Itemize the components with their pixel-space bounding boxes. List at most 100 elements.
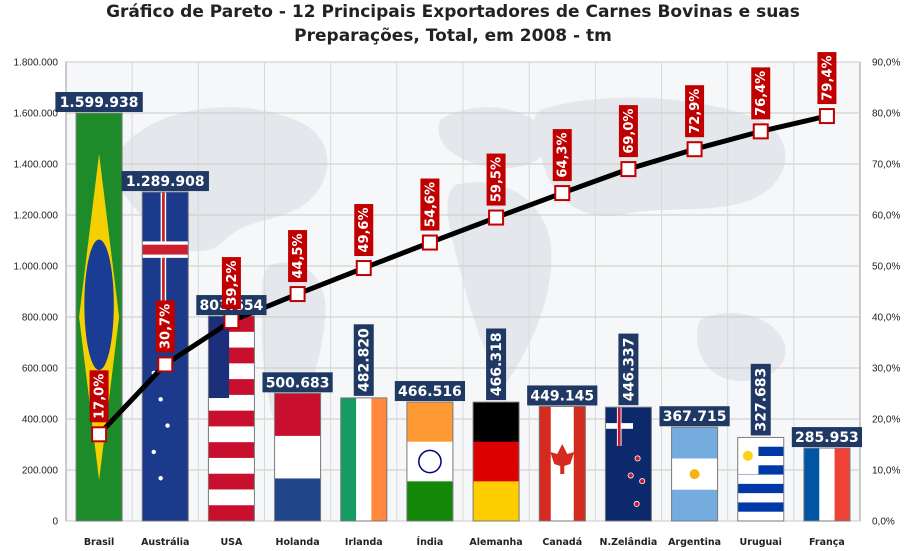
cumulative-marker: [289, 286, 306, 303]
cumulative-label: 72,9%: [685, 85, 705, 138]
cumulative-marker: [686, 141, 703, 158]
y2-tick-label: 0,0%: [872, 517, 895, 528]
svg-text:59,5%: 59,5%: [490, 157, 505, 202]
svg-text:49,6%: 49,6%: [357, 207, 372, 252]
value-label: 466.318: [486, 328, 507, 401]
y-axis-right: 0,0% 10,0% 20,0% 30,0% 40,0% 50,0% 60,0% 70,0% 8…: [872, 58, 900, 528]
x-tick-label: Holanda: [276, 537, 320, 548]
svg-text:449.145: 449.145: [530, 388, 594, 404]
svg-text:39,2%: 39,2%: [225, 261, 240, 306]
svg-text:44,5%: 44,5%: [291, 233, 306, 278]
svg-text:1.599.938: 1.599.938: [60, 95, 139, 111]
bar-6: [472, 401, 520, 522]
y-tick-label: 0: [52, 517, 58, 528]
bar-3: [274, 392, 322, 522]
bar-2: [207, 315, 255, 522]
y2-tick-label: 80,0%: [872, 109, 900, 120]
svg-text:1.289.908: 1.289.908: [126, 174, 205, 190]
cumulative-marker: [223, 313, 240, 330]
svg-text:54,6%: 54,6%: [423, 182, 438, 227]
svg-text:446.337: 446.337: [621, 338, 637, 402]
x-tick-label: França: [809, 537, 845, 548]
value-label: 285.953: [791, 427, 863, 448]
x-tick-label: USA: [220, 537, 243, 548]
svg-text:30,7%: 30,7%: [159, 304, 174, 349]
cumulative-marker: [554, 185, 571, 202]
y-tick-label: 1.000.000: [14, 262, 59, 273]
bar-0: [75, 112, 123, 522]
svg-text:79,4%: 79,4%: [820, 56, 835, 101]
cumulative-line: [97, 113, 828, 437]
cumulative-label: 69,0%: [618, 105, 638, 158]
y-axis-left: 0 200.000 400.000 600.000 800.000 1.000.000 1.…: [14, 58, 59, 528]
y2-tick-label: 30,0%: [872, 364, 900, 375]
bar-10: [737, 436, 785, 522]
svg-text:76,4%: 76,4%: [754, 71, 769, 116]
cumulative-marker: [488, 209, 505, 226]
x-tick-label: Alemanha: [469, 537, 522, 548]
y-tick-label: 200.000: [22, 466, 59, 477]
svg-text:500.683: 500.683: [266, 375, 330, 391]
bar-5: [406, 401, 454, 522]
cumulative-label: 30,7%: [155, 300, 175, 353]
cumulative-marker: [91, 426, 108, 443]
value-label: 449.145: [527, 385, 598, 406]
y2-tick-label: 90,0%: [872, 58, 900, 69]
value-label: 500.683: [262, 372, 333, 393]
cumulative-label: 39,2%: [221, 257, 241, 310]
chart-title-line1: Gráfico de Pareto - 12 Principais Export…: [106, 2, 800, 22]
x-axis: Brasil Austrália USA Holanda Irlanda Índia Ale…: [84, 536, 845, 548]
y2-tick-label: 40,0%: [872, 313, 900, 324]
y-tick-label: 1.600.000: [14, 109, 59, 120]
cumulative-label: 59,5%: [486, 153, 506, 206]
cumulative-label: 44,5%: [288, 230, 308, 283]
bar-9: [671, 426, 719, 522]
cumulative-marker: [752, 123, 769, 140]
svg-text:64,3%: 64,3%: [556, 133, 571, 178]
bars: [75, 112, 851, 522]
value-label: 1.289.908: [121, 171, 209, 192]
y-tick-label: 600.000: [22, 364, 59, 375]
cumulative-label: 64,3%: [552, 129, 572, 182]
svg-text:466.516: 466.516: [398, 384, 462, 400]
value-label: 367.715: [659, 406, 730, 427]
cumulative-marker: [157, 356, 174, 373]
bar-8: [604, 406, 652, 522]
svg-text:327.683: 327.683: [754, 368, 770, 432]
svg-text:72,9%: 72,9%: [688, 89, 703, 134]
svg-text:17,0%: 17,0%: [93, 374, 108, 419]
bar-11: [803, 447, 851, 522]
svg-text:367.715: 367.715: [663, 409, 727, 425]
y2-tick-label: 20,0%: [872, 415, 900, 426]
x-tick-label: Índia: [417, 536, 444, 548]
y-tick-label: 800.000: [22, 313, 59, 324]
y2-tick-label: 10,0%: [872, 466, 900, 477]
bar-7: [538, 405, 586, 522]
cumulative-label: 17,0%: [89, 370, 109, 423]
svg-text:482.820: 482.820: [357, 328, 373, 392]
cumulative-marker: [818, 108, 835, 125]
x-tick-label: Uruguai: [740, 537, 782, 548]
svg-text:285.953: 285.953: [795, 430, 859, 446]
svg-text:466.318: 466.318: [489, 332, 505, 396]
x-tick-label: Austrália: [141, 537, 189, 548]
cumulative-marker: [355, 260, 372, 277]
x-tick-label: N.Zelândia: [600, 537, 658, 548]
x-tick-label: Brasil: [84, 537, 115, 548]
y-tick-label: 1.800.000: [14, 58, 59, 69]
value-label: 1.599.938: [55, 92, 143, 113]
y2-tick-label: 50,0%: [872, 262, 900, 273]
x-tick-label: Argentina: [668, 537, 721, 548]
y-tick-label: 1.400.000: [14, 160, 59, 171]
plot-area: 1.599.9381.289.908803.654500.683482.8204…: [55, 52, 863, 522]
chart-title-line2: Preparações, Total, em 2008 - tm: [294, 26, 612, 46]
x-tick-label: Irlanda: [345, 537, 383, 548]
cumulative-label: 49,6%: [354, 204, 374, 257]
x-tick-label: Canadá: [542, 537, 582, 548]
y-tick-label: 400.000: [22, 415, 59, 426]
cumulative-line-layer: [91, 108, 835, 443]
value-label: 446.337: [618, 333, 639, 406]
svg-text:69,0%: 69,0%: [622, 109, 637, 154]
data-labels: 1.599.9381.289.908803.654500.683482.8204…: [55, 52, 863, 448]
